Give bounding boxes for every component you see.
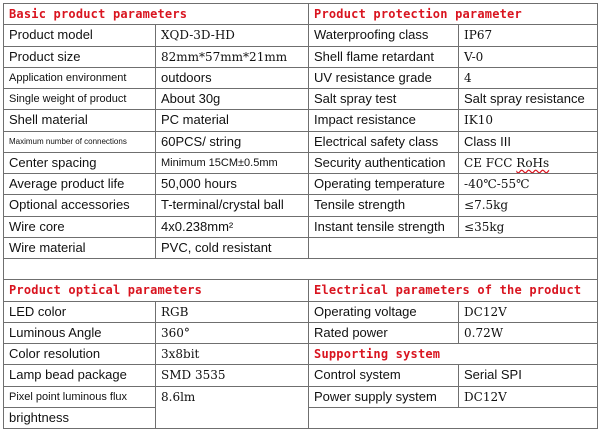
spec-value: 4 xyxy=(458,66,599,90)
spec-value: Serial SPI xyxy=(458,364,599,387)
spec-value: ≤35kg xyxy=(458,215,599,238)
spec-label: Maximum number of connections xyxy=(3,130,156,153)
cert-prefix: CE FCC xyxy=(464,155,517,170)
table-row: Lamp bead package SMD 3535 Control syste… xyxy=(3,364,599,387)
spec-value: -40℃-55℃ xyxy=(458,172,599,196)
spec-label: Average product life xyxy=(3,172,156,196)
spec-label: Shell material xyxy=(3,109,156,132)
table-row: Application environment outdoors UV resi… xyxy=(3,66,599,90)
spec-value: RGB xyxy=(154,300,310,323)
spec-label: Tensile strength xyxy=(308,194,460,217)
spec-label: Security authentication xyxy=(308,151,460,175)
spec-value: Class III xyxy=(458,130,599,153)
rohs-mark: RoHs xyxy=(516,155,550,170)
table-row: LED color RGB Operating voltage DC12V xyxy=(3,300,599,323)
spec-label: Control system xyxy=(308,364,460,387)
spec-label: Instant tensile strength xyxy=(308,215,460,238)
spec-label: Product model xyxy=(3,24,156,47)
empty-cell xyxy=(308,236,599,260)
spec-value: DC12V xyxy=(458,300,599,323)
spec-value: 50,000 hours xyxy=(154,172,310,196)
spec-value: V-0 xyxy=(458,45,599,68)
spec-label: Application environment xyxy=(3,66,156,90)
spec-value: PVC, cold resistant xyxy=(154,236,310,260)
spec-value: ≤7.5kg xyxy=(458,194,599,217)
spec-label: Lamp bead package xyxy=(3,364,156,387)
supporting-system-title: Supporting system xyxy=(308,342,599,366)
spec-value: IK10 xyxy=(458,109,599,132)
spec-value: XQD-3D-HD xyxy=(154,24,310,47)
table-row: Single weight of product About 30g Salt … xyxy=(3,87,599,111)
spec-value: Salt spray resistance xyxy=(458,87,599,111)
basic-params-title: Basic product parameters xyxy=(2,2,310,26)
table-row: Basic product parameters Product protect… xyxy=(2,2,599,26)
spec-label: Waterproofing class xyxy=(308,24,460,47)
spec-label: Operating temperature xyxy=(308,172,460,196)
table-row: Optional accessories T-terminal/crystal … xyxy=(3,194,599,217)
table-row: Center spacing Minimum 15CM±0.5mm Securi… xyxy=(3,151,599,175)
spec-label: LED color xyxy=(3,300,156,323)
spec-value: 8.6lm xyxy=(154,385,310,429)
spec-label: Electrical safety class xyxy=(308,130,460,153)
spec-value: About 30g xyxy=(154,87,310,111)
table-row: Pixel point luminous flux 8.6lm Power su… xyxy=(3,385,599,429)
spec-value: 0.72W xyxy=(458,321,599,345)
spec-label: Optional accessories xyxy=(3,194,156,217)
optical-params-title: Product optical parameters xyxy=(2,279,310,302)
spec-value: 360° xyxy=(154,321,310,345)
table-row: Product size 82mm*57mm*21mm Shell flame … xyxy=(3,45,599,68)
protection-params-title: Product protection parameter xyxy=(308,2,599,26)
table-row: Color resolution 3x8bit Supporting syste… xyxy=(3,342,599,366)
spec-label: Color resolution xyxy=(3,342,156,366)
spec-label: Shell flame retardant xyxy=(308,45,460,68)
spec-value: Minimum 15CM±0.5mm xyxy=(154,151,310,175)
spec-value: 60PCS/ string xyxy=(154,130,310,153)
table-row: Average product life 50,000 hours Operat… xyxy=(3,172,599,196)
spec-label: Salt spray test xyxy=(308,87,460,111)
table-row: Luminous Angle 360° Rated power 0.72W xyxy=(3,321,599,345)
spec-value: CE FCC RoHs xyxy=(458,151,599,175)
table-row: Wire material PVC, cold resistant xyxy=(3,236,599,260)
spec-label: Impact resistance xyxy=(308,109,460,132)
spec-label: Luminous Angle xyxy=(3,321,156,345)
spec-label: brightness xyxy=(3,406,156,430)
spec-value: 3x8bit xyxy=(154,342,310,366)
spec-label: Operating voltage xyxy=(308,300,460,323)
spec-value: SMD 3535 xyxy=(154,364,310,387)
spec-value: 82mm*57mm*21mm xyxy=(154,45,310,68)
spec-value: outdoors xyxy=(154,66,310,90)
table-row: Product model XQD-3D-HD Waterproofing cl… xyxy=(3,24,599,47)
spec-label: Single weight of product xyxy=(3,87,156,111)
spec-value: PC material xyxy=(154,109,310,132)
spacer-row xyxy=(2,257,599,281)
spec-value: 4x0.238mm² xyxy=(154,215,310,238)
spec-label: Product size xyxy=(3,45,156,68)
spec-label: Wire core xyxy=(3,215,156,238)
spec-value: T-terminal/crystal ball xyxy=(154,194,310,217)
spec-label: Center spacing xyxy=(3,151,156,175)
spec-label: Power supply system xyxy=(308,385,460,408)
table-row: Wire core 4x0.238mm² Instant tensile str… xyxy=(3,215,599,238)
spec-label: Pixel point luminous flux xyxy=(3,385,156,408)
electrical-params-title: Electrical parameters of the product xyxy=(308,279,599,302)
table-row: Shell material PC material Impact resist… xyxy=(3,109,599,132)
spec-label: Wire material xyxy=(3,236,156,260)
product-spec-table: Basic product parameters Product protect… xyxy=(2,2,599,430)
spec-value: IP67 xyxy=(458,24,599,47)
empty-cell xyxy=(2,257,599,281)
spec-label: Rated power xyxy=(308,321,460,345)
table-row: brightness xyxy=(3,406,599,430)
table-row: Product optical parameters Electrical pa… xyxy=(2,279,599,302)
spec-value: DC12V xyxy=(458,385,599,408)
table-row: Maximum number of connections 60PCS/ str… xyxy=(3,130,599,153)
empty-cell xyxy=(308,406,599,430)
spec-label: UV resistance grade xyxy=(308,66,460,90)
